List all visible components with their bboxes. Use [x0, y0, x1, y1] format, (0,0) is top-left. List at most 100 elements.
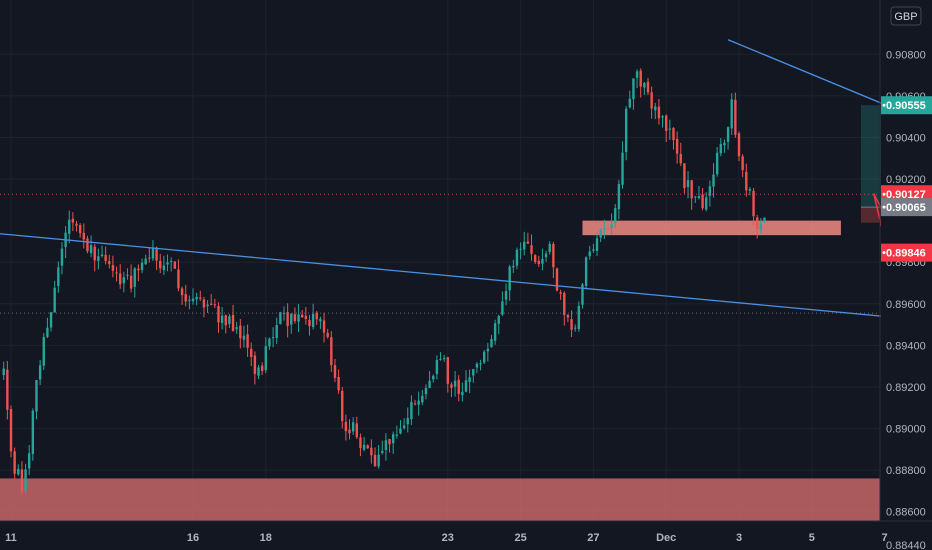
candle-body	[78, 225, 82, 234]
candle-body	[515, 249, 519, 266]
price-tag-dot	[882, 192, 886, 196]
candle-body	[151, 248, 155, 259]
candle-body	[42, 337, 45, 366]
candle-body	[330, 337, 333, 366]
candle-body	[9, 409, 13, 452]
candle-body	[333, 365, 337, 378]
price-axis-background	[881, 0, 932, 550]
price-tag-dot	[882, 205, 886, 209]
candle-body	[381, 450, 384, 454]
candle-body	[359, 437, 362, 449]
candle-body	[93, 246, 96, 261]
candle-body	[31, 410, 35, 454]
candle-body	[457, 379, 460, 394]
candle-body	[239, 325, 242, 339]
candle-body	[712, 174, 715, 187]
candle-body	[570, 319, 573, 330]
candle-body	[635, 71, 639, 78]
candle-body	[654, 106, 657, 111]
candle-body	[483, 351, 486, 363]
candle-body	[253, 355, 257, 374]
candle-body	[268, 338, 271, 347]
descending-trendline-long[interactable]	[0, 231, 932, 345]
candle-body	[362, 444, 366, 450]
candle-body	[311, 314, 315, 327]
candle-body	[89, 245, 93, 253]
candle-body	[122, 277, 126, 284]
candlestick-series	[2, 68, 766, 495]
time-tick-label: 23	[442, 532, 454, 544]
time-tick-label: 11	[5, 532, 17, 544]
candle-body	[28, 453, 31, 469]
candle-body	[53, 287, 56, 313]
candle-body	[126, 274, 129, 276]
candle-body	[6, 369, 9, 410]
currency-label: GBP	[894, 11, 917, 23]
candle-body	[643, 83, 646, 88]
candle-body	[290, 313, 293, 325]
candle-body	[250, 348, 253, 357]
candle-body	[173, 261, 176, 269]
candle-body	[523, 241, 526, 250]
candle-body	[417, 400, 420, 405]
candle-body	[100, 254, 104, 257]
descending-trendline-short[interactable]	[727, 39, 932, 144]
candle-body	[177, 269, 180, 289]
candle-body	[119, 273, 122, 285]
candle-body	[526, 241, 530, 244]
candle-body	[741, 156, 744, 171]
candle-body	[566, 315, 570, 318]
trendlines[interactable]	[0, 39, 932, 346]
candle-body	[348, 429, 351, 434]
candle-body	[231, 314, 235, 332]
candle-body	[541, 259, 544, 264]
candle-body	[82, 232, 85, 240]
price-tag-label: 0.90065	[886, 202, 926, 214]
candle-body	[384, 440, 388, 451]
candle-body	[169, 260, 173, 263]
candle-body	[402, 425, 406, 429]
candle-body	[68, 219, 71, 234]
candle-body	[86, 238, 89, 252]
candle-body	[199, 297, 202, 299]
candle-body	[432, 375, 435, 380]
candle-body	[46, 327, 49, 337]
candle-body	[504, 290, 508, 300]
candle-body	[650, 92, 653, 109]
candle-body	[592, 249, 595, 251]
candle-body	[472, 369, 475, 376]
price-tick-label: 0.89600	[886, 299, 926, 311]
candle-body	[337, 376, 340, 391]
candle-body	[129, 275, 133, 289]
candle-body	[508, 266, 511, 291]
candle-body	[351, 422, 355, 432]
candle-body	[38, 365, 42, 380]
price-tag-dot	[882, 103, 886, 107]
candle-body	[60, 248, 64, 266]
candle-body	[210, 303, 213, 305]
candle-body	[191, 298, 195, 302]
candle-body	[13, 451, 16, 474]
candle-body	[108, 261, 111, 265]
candle-body	[657, 106, 661, 119]
candle-body	[679, 154, 682, 164]
candle-body	[453, 380, 457, 387]
candle-body	[646, 81, 650, 93]
candle-body	[308, 319, 311, 327]
candle-body	[723, 142, 726, 146]
candle-body	[319, 318, 322, 322]
candle-body	[621, 152, 624, 185]
candle-body	[148, 257, 151, 259]
candle-body	[206, 304, 209, 307]
candle-body	[341, 390, 344, 422]
currency-badge[interactable]: GBP	[890, 6, 922, 26]
candle-body	[35, 380, 38, 412]
candle-body	[581, 284, 584, 305]
candle-body	[486, 348, 490, 352]
support-zones	[0, 220, 880, 527]
candle-body	[410, 401, 413, 420]
candle-body	[686, 180, 690, 188]
candle-body	[705, 197, 708, 210]
